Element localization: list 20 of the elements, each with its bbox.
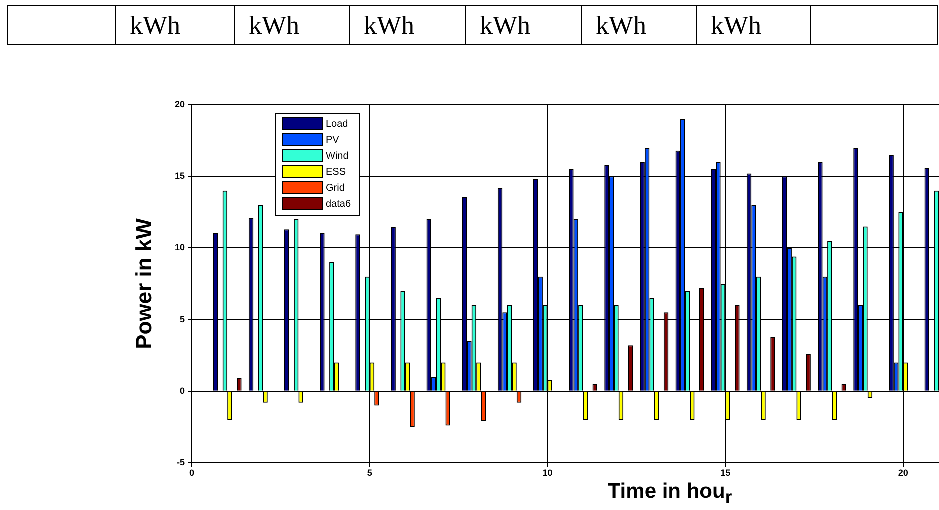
legend-label: ESS — [326, 166, 346, 178]
legend-label: Load — [326, 118, 348, 130]
x-tick-label: 20 — [898, 468, 908, 478]
table-row: kWh kWh kWh kWh kWh kWh — [0, 0, 939, 50]
x-tick-label: 5 — [367, 468, 372, 478]
y-tick-label: -5 — [176, 457, 185, 468]
x-axis-title: Time in hou$_{r}$ — [606, 480, 734, 508]
y-tick-label: 15 — [174, 171, 185, 182]
y-axis-title: Power in kW — [131, 218, 156, 350]
legend-label: Wind — [326, 150, 349, 162]
x-tick-label: 10 — [542, 468, 553, 478]
x-tick-label: 0 — [189, 468, 195, 478]
y-tick-label: 20 — [174, 99, 185, 110]
y-tick-label: 5 — [180, 314, 185, 324]
y-tick-label: 0 — [180, 386, 185, 396]
x-tick-label: 15 — [720, 468, 731, 478]
legend-label: Grid — [326, 182, 345, 194]
y-tick-label: 10 — [174, 242, 185, 253]
legend-label: PV — [326, 134, 340, 146]
legend-label: data6 — [326, 198, 352, 210]
